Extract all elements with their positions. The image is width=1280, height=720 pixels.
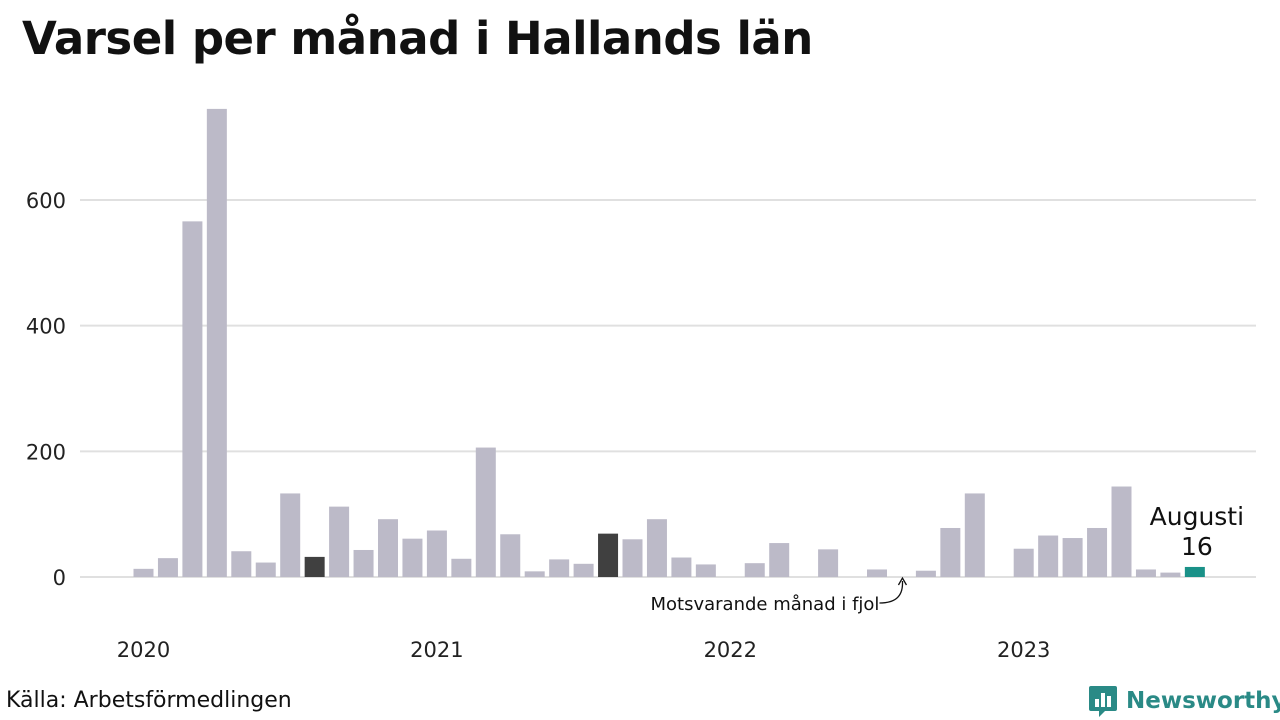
gridlines: [80, 199, 1256, 578]
bar: [1013, 548, 1034, 577]
bar: [329, 506, 350, 577]
bar: [744, 563, 765, 577]
x-tick-label: 2022: [704, 638, 757, 662]
bar: [867, 569, 887, 577]
source-note: Källa: Arbetsförmedlingen: [6, 688, 292, 713]
bar: [818, 549, 839, 577]
bars: [133, 108, 1205, 578]
annotation-arrow: [879, 580, 904, 604]
x-tick-label: 2023: [997, 638, 1050, 662]
bar: [206, 108, 227, 578]
bar: [1135, 569, 1156, 577]
highlight-month-label: Augusti: [1150, 502, 1244, 531]
y-tick-label: 200: [26, 440, 66, 464]
bar: [426, 530, 447, 577]
bar: [182, 221, 203, 577]
bar: [695, 564, 716, 577]
bar: [231, 551, 252, 577]
newsworthy-logo: Newsworthy: [1088, 684, 1280, 718]
bar: [549, 559, 570, 577]
y-axis-ticks: 0 200 400 600: [26, 189, 66, 590]
chart-title: Varsel per månad i Hallands län: [22, 12, 813, 65]
bar: [1062, 538, 1083, 577]
bar: [769, 543, 790, 577]
reference-bar: [304, 556, 325, 577]
bar: [524, 571, 545, 577]
bar: [133, 568, 154, 577]
newsworthy-logo-icon: [1089, 686, 1117, 717]
bar: [1038, 535, 1059, 577]
reference-bar: [598, 533, 619, 577]
y-tick-label: 0: [53, 566, 66, 590]
bar: [573, 563, 594, 577]
bar: [1160, 572, 1181, 577]
bar: [1087, 527, 1108, 577]
bar: [255, 562, 276, 577]
highlight-value-label: 16: [1181, 532, 1213, 561]
highlight-bar: [1184, 566, 1205, 577]
bar: [353, 549, 374, 577]
y-tick-label: 400: [26, 315, 66, 339]
bar: [500, 534, 521, 577]
bar: [1111, 486, 1132, 577]
bar: [646, 519, 667, 577]
x-tick-label: 2020: [117, 638, 170, 662]
bar: [964, 493, 985, 577]
brand-name: Newsworthy: [1126, 688, 1280, 714]
bar: [475, 447, 496, 577]
x-axis-ticks: 2020 2021 2022 2023: [117, 638, 1051, 662]
bar: [378, 519, 398, 577]
bar: [280, 493, 301, 577]
bar: [157, 558, 178, 577]
bar: [940, 527, 961, 577]
bar: [402, 538, 423, 577]
y-tick-label: 600: [26, 189, 66, 213]
bar: [915, 570, 936, 577]
bar: [451, 558, 472, 577]
bar: [671, 557, 692, 577]
bar: [622, 539, 643, 577]
x-tick-label: 2021: [410, 638, 463, 662]
annotation-arrowhead: [897, 576, 908, 586]
annotation-text: Motsvarande månad i fjol: [650, 594, 879, 615]
